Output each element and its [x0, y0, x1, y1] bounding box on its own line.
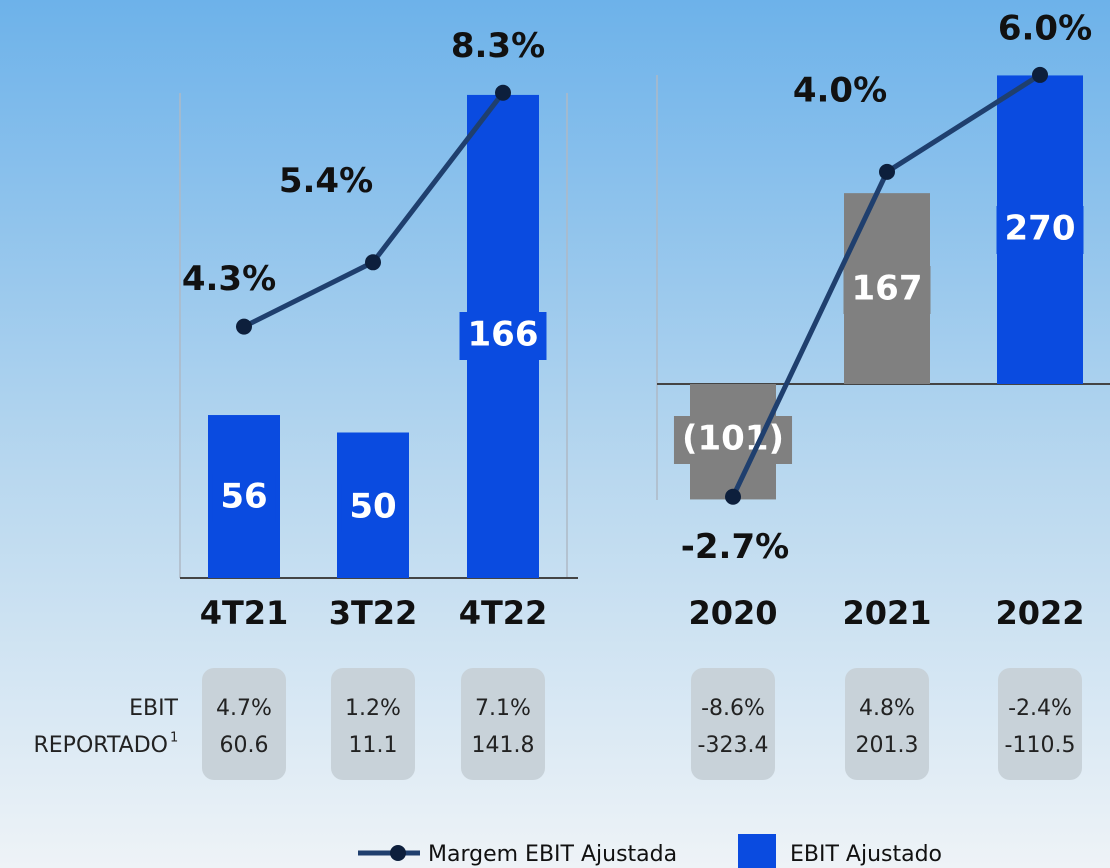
- x-tick-label: 3T22: [329, 594, 418, 632]
- reported-ebit: 60.6: [220, 733, 269, 758]
- legend-label: Margem EBIT Ajustada: [428, 842, 677, 867]
- legend: Margem EBIT Ajustada EBIT Ajustado: [358, 834, 942, 868]
- reported-ebit: -323.4: [698, 733, 769, 758]
- reported-box: [331, 668, 415, 780]
- reported-margin: 4.7%: [216, 696, 272, 721]
- margin-label: 8.3%: [451, 26, 545, 66]
- margin-label: 6.0%: [998, 8, 1092, 48]
- reported-ebit: -110.5: [1005, 733, 1076, 758]
- x-tick-label: 2021: [842, 594, 931, 632]
- reported-margin: 1.2%: [345, 696, 401, 721]
- margin-label: 5.4%: [279, 161, 373, 201]
- bar-label: 50: [349, 487, 396, 527]
- reported-box: [461, 668, 545, 780]
- reported-box: [845, 668, 929, 780]
- reported-box: [202, 668, 286, 780]
- reported-ebit: 11.1: [349, 733, 398, 758]
- reported-title: EBIT: [129, 696, 178, 721]
- legend-label: EBIT Ajustado: [790, 842, 942, 867]
- reported-margin: 7.1%: [475, 696, 531, 721]
- x-tick-label: 2020: [688, 594, 777, 632]
- x-tick-label: 4T21: [200, 594, 289, 632]
- x-tick-label: 2022: [995, 594, 1084, 632]
- reported-margin: -8.6%: [701, 696, 765, 721]
- bar-label-box: [212, 474, 276, 522]
- margin-point: [495, 84, 511, 101]
- reported-title: REPORTADO: [34, 733, 169, 758]
- bar-label-box: [341, 484, 405, 532]
- margin-label: 4.3%: [182, 259, 276, 299]
- bar-label-box: [843, 266, 931, 314]
- margin-point: [879, 163, 895, 180]
- legend-swatch: [738, 834, 776, 868]
- margin-point: [725, 488, 741, 505]
- margin-label: -2.7%: [681, 527, 789, 567]
- bar-label: 56: [220, 477, 267, 517]
- margin-point: [236, 318, 252, 335]
- reported-margin: 4.8%: [859, 696, 915, 721]
- bar-label: 270: [1005, 209, 1076, 249]
- reported-ebit: 201.3: [856, 733, 919, 758]
- bar-label-box: [673, 416, 793, 464]
- reported-margin: -2.4%: [1008, 696, 1072, 721]
- legend-dot: [390, 845, 406, 861]
- x-tick-label: 4T22: [459, 594, 548, 632]
- bar-label: 167: [852, 269, 923, 309]
- reported-note: 1: [170, 731, 178, 746]
- margin-label: 4.0%: [793, 70, 887, 110]
- margin-point: [1032, 66, 1048, 83]
- reported-ebit: 141.8: [472, 733, 535, 758]
- reported-box: [691, 668, 775, 780]
- bar-label-box: [459, 312, 547, 360]
- margin-point: [365, 254, 381, 271]
- bar-label-box: [996, 206, 1084, 254]
- bar-label: 166: [468, 315, 539, 355]
- reported-box: [998, 668, 1082, 780]
